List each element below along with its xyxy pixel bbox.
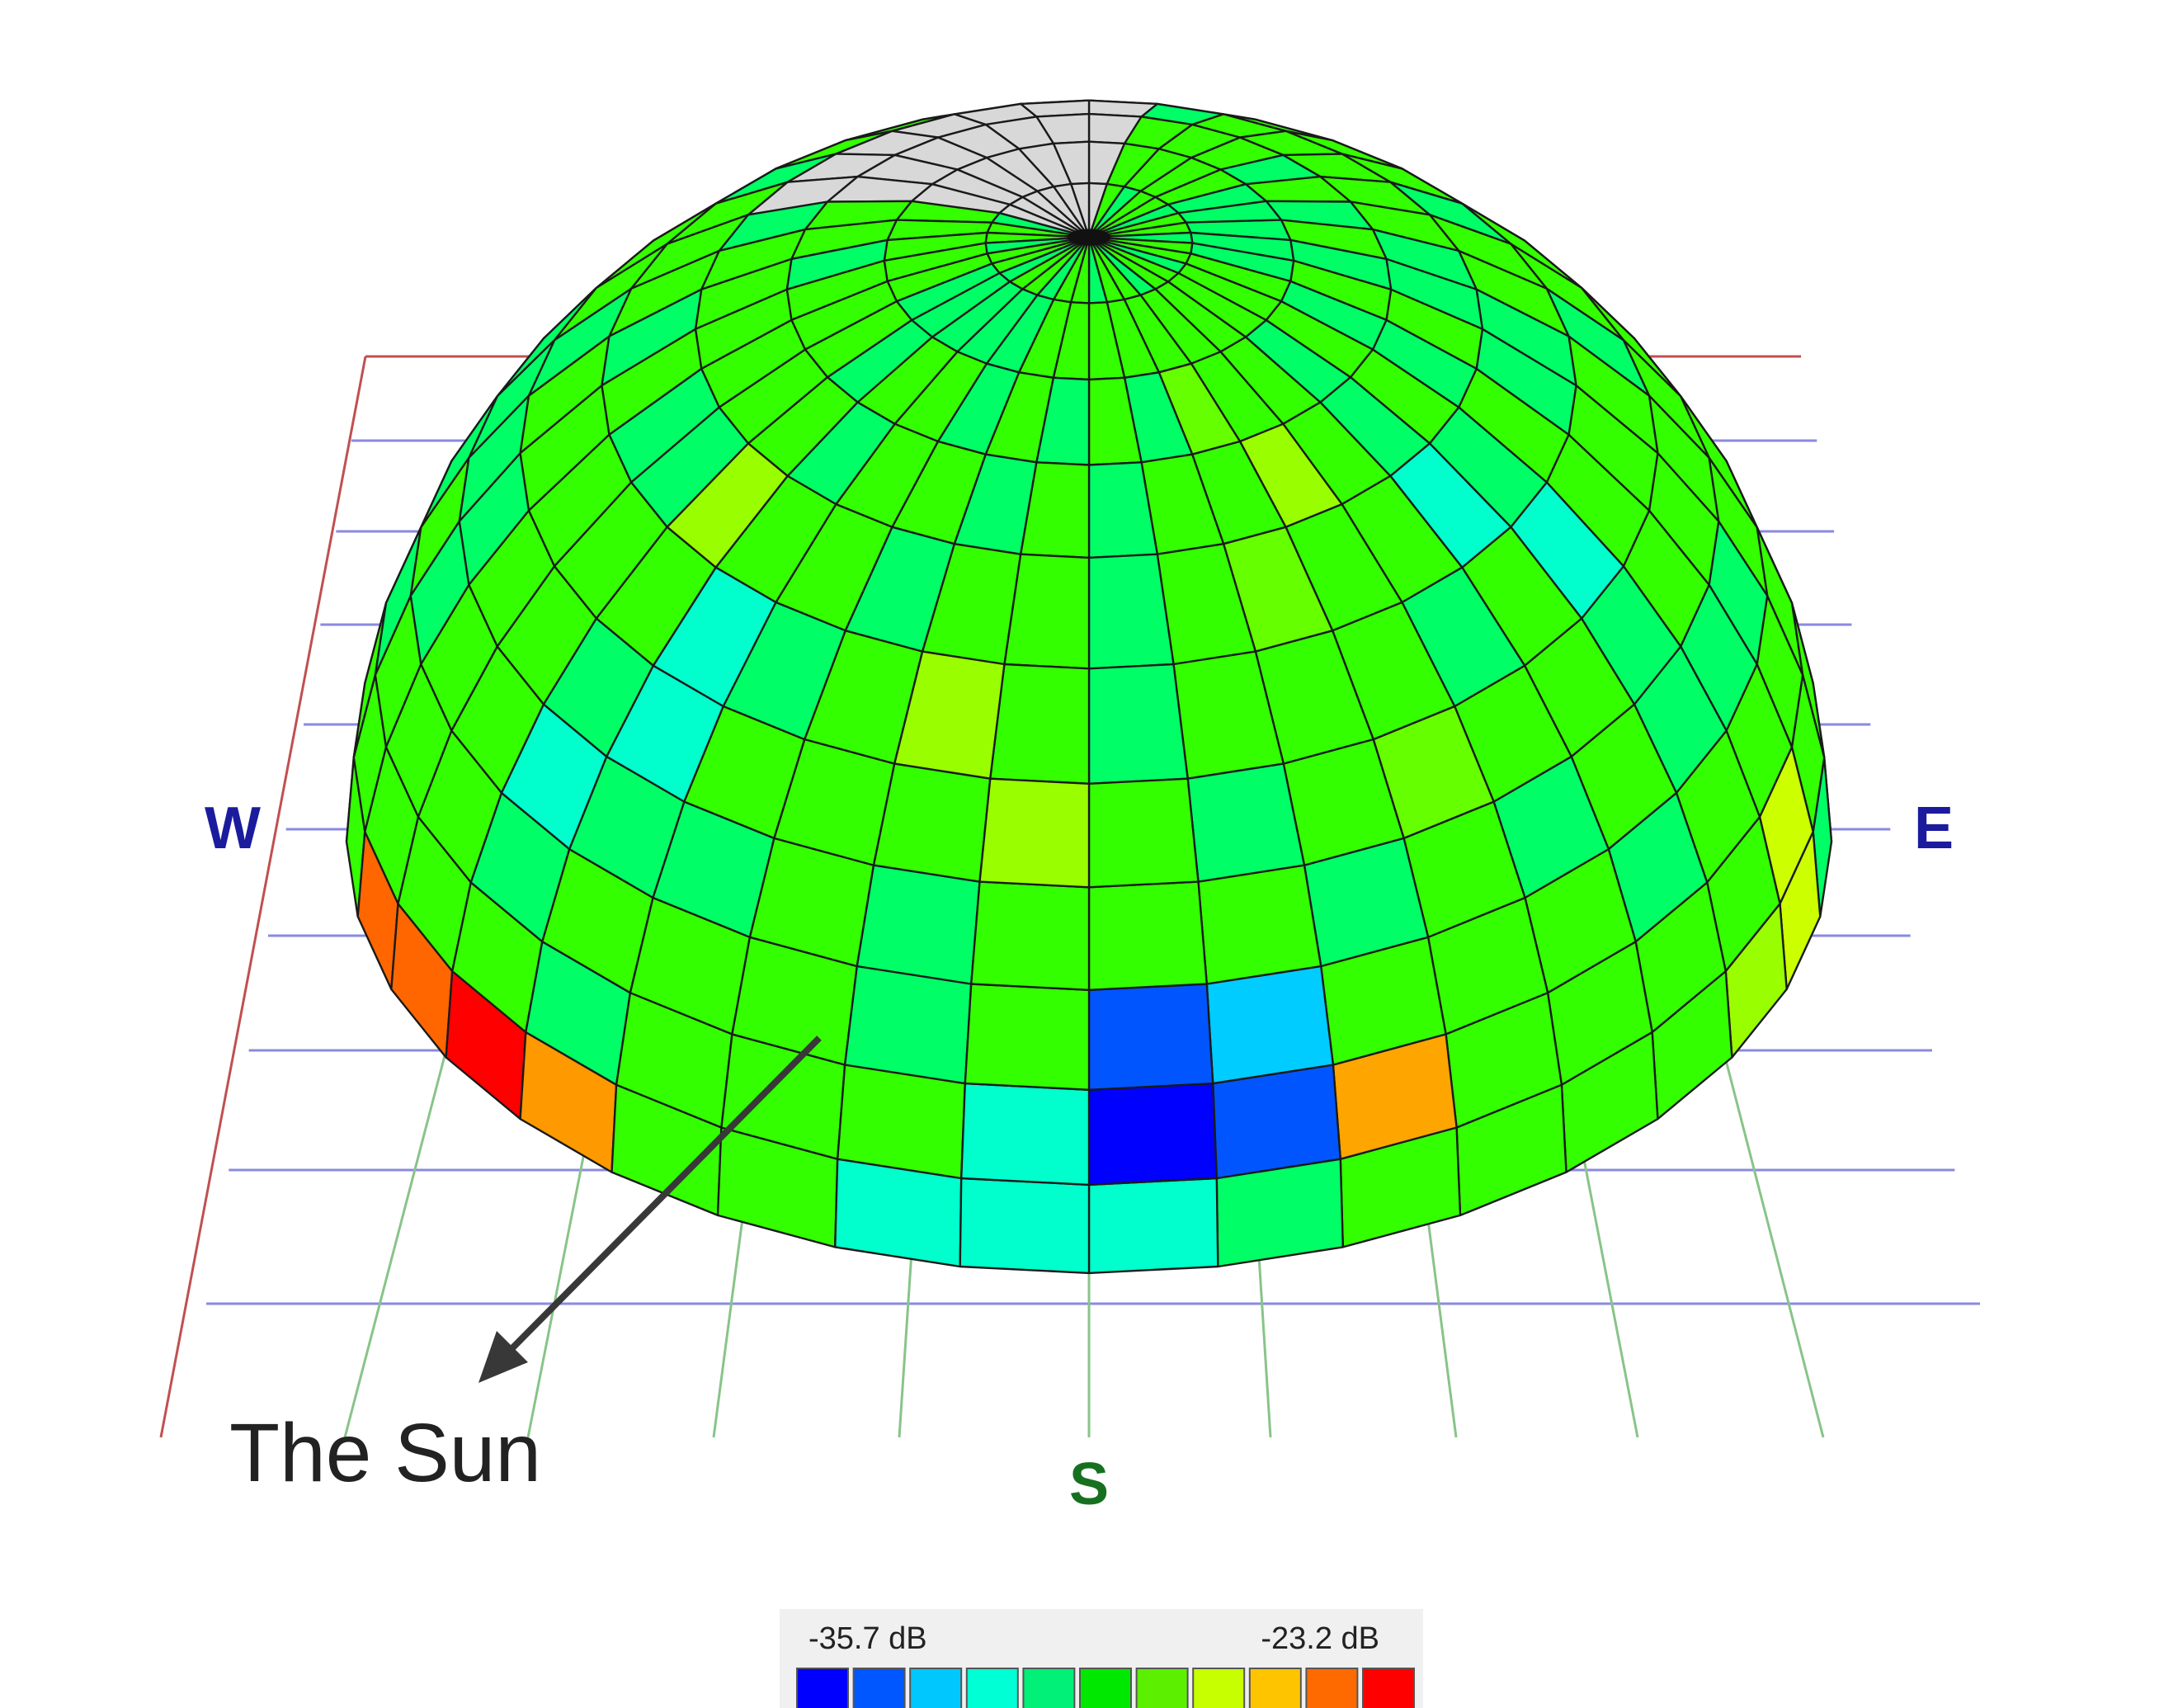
legend-swatch	[852, 1668, 906, 1708]
dome-cell	[978, 777, 1091, 889]
legend-swatch	[796, 1668, 849, 1708]
legend-swatches	[796, 1668, 1415, 1708]
north-cap	[1068, 229, 1110, 246]
legend-max-label: -23.2 dB	[1261, 1621, 1379, 1656]
legend-swatch	[1135, 1668, 1189, 1708]
dome-cell	[969, 880, 1091, 992]
dome-cell	[1186, 762, 1306, 883]
sun-arrow-head	[478, 1331, 528, 1383]
compass-east-label: E	[1914, 795, 1954, 861]
compass-south-label: S	[1069, 1451, 1109, 1517]
dome-cells	[345, 99, 1833, 1275]
dome-cell	[1087, 777, 1200, 889]
dome-cell	[1087, 663, 1189, 785]
dome-cell	[1211, 1064, 1342, 1180]
legend-swatch	[1022, 1668, 1076, 1708]
dome-cell	[1087, 983, 1214, 1092]
dome-cell	[872, 762, 992, 883]
legend-min-label: -35.7 dB	[808, 1621, 927, 1656]
legend-swatch	[1248, 1668, 1302, 1708]
dome-cell	[1087, 1177, 1219, 1275]
legend-swatch	[1305, 1668, 1359, 1708]
dome-cell	[959, 1082, 1091, 1187]
legend-swatch	[1079, 1668, 1132, 1708]
dome-cell	[837, 1064, 967, 1180]
dome-cell	[959, 1177, 1091, 1275]
dome-cell	[1205, 965, 1335, 1085]
sun-label: The Sun	[229, 1407, 541, 1499]
compass-west-label: W	[205, 795, 261, 861]
dome-cell	[843, 965, 973, 1085]
dome-cell	[856, 864, 981, 985]
dome-cell	[1197, 864, 1322, 985]
legend-swatch	[965, 1668, 1019, 1708]
dome-cell	[1087, 880, 1209, 992]
legend-swatch	[909, 1668, 963, 1708]
dome-cell	[989, 663, 1091, 785]
legend-swatch	[1362, 1668, 1415, 1708]
grid-left-edge	[159, 356, 367, 1438]
sun-arrow	[478, 1036, 822, 1383]
dome-cell	[964, 983, 1091, 1092]
legend-swatch	[1192, 1668, 1246, 1708]
sun-arrow-shaft	[501, 1036, 822, 1360]
color-legend: -35.7 dB -23.2 dB	[780, 1609, 1423, 1708]
zenith-point	[1068, 229, 1110, 246]
dome-cell	[1087, 1082, 1219, 1187]
